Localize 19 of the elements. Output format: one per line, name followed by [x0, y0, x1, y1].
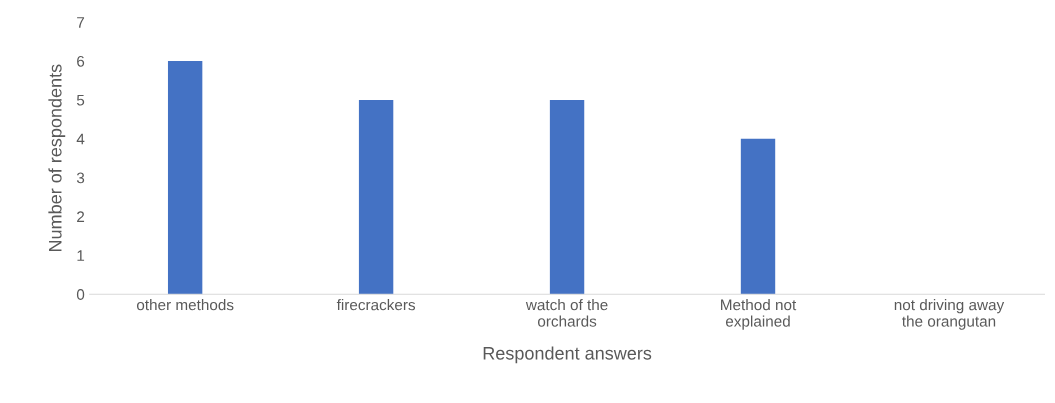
- y-tick-label: 6: [77, 55, 85, 67]
- x-tick-label: firecrackers: [336, 299, 416, 311]
- bar: [740, 138, 776, 295]
- y-tick-label: 3: [76, 172, 85, 184]
- y-axis-title: Number of respondents: [48, 64, 66, 252]
- bar: [358, 99, 394, 295]
- y-tick-label: 5: [76, 94, 85, 106]
- x-tick-label: watch of the orchards: [525, 299, 608, 327]
- bar: [167, 61, 203, 295]
- y-tick-label: 7: [77, 17, 85, 28]
- x-tick-label: Method not explained: [721, 299, 797, 330]
- x-tick-label: not driving away the orangutan: [894, 299, 1005, 330]
- y-tick-label: 0: [76, 289, 85, 300]
- y-tick-label: 2: [77, 211, 85, 222]
- bar: [549, 99, 585, 295]
- x-tick-label: other methods: [136, 299, 234, 311]
- y-tick-label: 1: [77, 250, 85, 261]
- y-tick-label: 4: [76, 133, 85, 145]
- x-axis-title: Respondent answers: [483, 346, 652, 364]
